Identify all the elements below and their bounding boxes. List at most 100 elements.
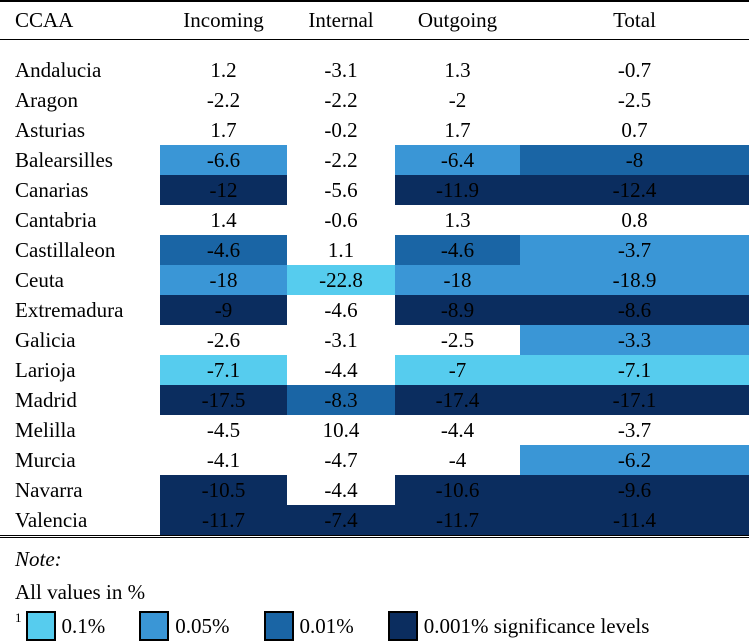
header-incoming: Incoming — [160, 0, 287, 40]
table-row: Murcia -4.1 -4.7 -4 -6.2 — [0, 444, 749, 475]
value-cell: -11.7 — [395, 504, 520, 538]
value-cell: -3.7 — [520, 234, 749, 265]
value-cell: -0.6 — [324, 207, 358, 232]
region-name: Aragon — [15, 87, 78, 112]
value-cell: -22.8 — [287, 264, 395, 295]
value-cell: -4.4 — [324, 357, 358, 382]
value-cell: -4 — [448, 447, 467, 472]
region-name: Cantabria — [15, 207, 97, 232]
region-name: Castillaleon — [15, 237, 116, 262]
value-cell: -17.5 — [160, 384, 287, 415]
value-cell: -2.2 — [206, 87, 241, 112]
legend-swatch — [139, 611, 170, 641]
table-row: Extremadura -9 -4.6 -8.9 -8.6 — [0, 294, 749, 325]
table-row: Larioja -7.1 -4.4 -7 -7.1 — [0, 354, 749, 385]
value-cell: -4.6 — [395, 234, 520, 265]
table-row: Navarra -10.5 -4.4 -10.6 -9.6 — [0, 474, 749, 505]
value-cell: 1.2 — [210, 57, 237, 82]
value-cell: -4.6 — [160, 234, 287, 265]
value-cell: -2.6 — [206, 327, 241, 352]
value-cell: -18 — [395, 264, 520, 295]
value-cell: 1.7 — [444, 117, 471, 142]
legend-swatch — [25, 611, 56, 641]
value-cell: -5.6 — [324, 177, 358, 202]
value-cell: -2.5 — [440, 327, 475, 352]
legend-label: 0.01% — [299, 613, 354, 638]
value-cell: -0.7 — [617, 57, 652, 82]
value-cell: -18.9 — [520, 264, 749, 295]
value-cell: -6.6 — [160, 144, 287, 175]
value-cell: -0.2 — [324, 117, 358, 142]
region-name: Balearsilles — [15, 147, 113, 172]
table-row: Madrid -17.5 -8.3 -17.4 -17.1 — [0, 384, 749, 415]
value-cell: -3.1 — [324, 57, 358, 82]
value-cell: -11.9 — [395, 174, 520, 205]
value-cell: -8 — [520, 144, 749, 175]
value-cell: -3.3 — [520, 324, 749, 355]
value-cell: -6.2 — [520, 444, 749, 475]
legend-label: 0.1% — [61, 613, 106, 638]
value-cell: -2.2 — [324, 87, 358, 112]
value-cell: -4.1 — [206, 447, 241, 472]
value-cell: -11.4 — [520, 504, 749, 538]
region-name: Murcia — [15, 447, 76, 472]
value-cell: -4.4 — [324, 477, 358, 502]
value-cell: -3.7 — [617, 417, 652, 442]
table-row: Canarias -12 -5.6 -11.9 -12.4 — [0, 174, 749, 205]
table-row: Ceuta -18 -22.8 -18 -18.9 — [0, 264, 749, 295]
header-internal: Internal — [287, 0, 395, 40]
value-cell: -2.5 — [617, 87, 652, 112]
value-cell: -4.7 — [324, 447, 358, 472]
legend-label: 0.05% — [175, 613, 230, 638]
value-cell: -12 — [160, 174, 287, 205]
region-name: Andalucia — [15, 57, 102, 82]
value-cell: -9 — [160, 294, 287, 325]
region-name: Ceuta — [15, 267, 64, 292]
value-cell: 10.4 — [322, 417, 360, 442]
legend-label: 0.001% significance levels — [423, 613, 650, 638]
region-name: Extremadura — [15, 297, 124, 322]
value-cell: -2 — [448, 87, 467, 112]
table-row: Aragon -2.2 -2.2 -2 -2.5 — [0, 85, 749, 115]
value-cell: -4.6 — [324, 297, 358, 322]
value-cell: 0.7 — [621, 117, 648, 142]
value-cell: -10.5 — [160, 474, 287, 505]
value-cell: -7.4 — [287, 504, 395, 538]
region-name: Valencia — [0, 504, 160, 538]
table-row: Andalucia 1.2 -3.1 1.3 -0.7 — [0, 39, 749, 85]
value-cell: -11.7 — [160, 504, 287, 538]
value-cell: 1.3 — [444, 57, 471, 82]
value-cell: -18 — [160, 264, 287, 295]
table-row: Asturias 1.7 -0.2 1.7 0.7 — [0, 115, 749, 145]
header-total: Total — [520, 0, 749, 40]
value-cell: -7.1 — [520, 354, 749, 385]
value-cell: -9.6 — [520, 474, 749, 505]
table-row: Galicia -2.6 -3.1 -2.5 -3.3 — [0, 324, 749, 355]
note-label: Note: — [15, 547, 62, 571]
region-name: Galicia — [15, 327, 76, 352]
value-cell: -3.1 — [324, 327, 358, 352]
footnote-mark: 1 — [15, 610, 22, 625]
header-ccaa: CCAA — [0, 0, 160, 40]
migration-table: CCAA Incoming Internal Outgoing Total An… — [0, 0, 749, 538]
region-name: Madrid — [15, 387, 77, 412]
value-cell: -8.3 — [287, 384, 395, 415]
significance-legend: 1 0.1% 0.05% 0.01% 0.001% significance leve… — [15, 610, 679, 642]
region-name: Melilla — [15, 417, 76, 442]
table-row: Valencia -11.7 -7.4 -11.7 -11.4 — [0, 504, 749, 538]
legend-swatch — [387, 611, 418, 641]
value-cell: -10.6 — [395, 474, 520, 505]
value-cell: -4.5 — [206, 417, 241, 442]
value-cell: 1.3 — [444, 207, 471, 232]
region-name: Larioja — [15, 357, 76, 382]
note-text: All values in % — [15, 580, 146, 604]
value-cell: 1.4 — [210, 207, 237, 232]
header-row: CCAA Incoming Internal Outgoing Total — [0, 0, 749, 40]
legend-swatch — [263, 611, 294, 641]
header-outgoing: Outgoing — [395, 0, 520, 40]
value-cell: -6.4 — [395, 144, 520, 175]
value-cell: -7 — [395, 354, 520, 385]
region-name: Navarra — [15, 477, 83, 502]
value-cell: -2.2 — [324, 147, 358, 172]
